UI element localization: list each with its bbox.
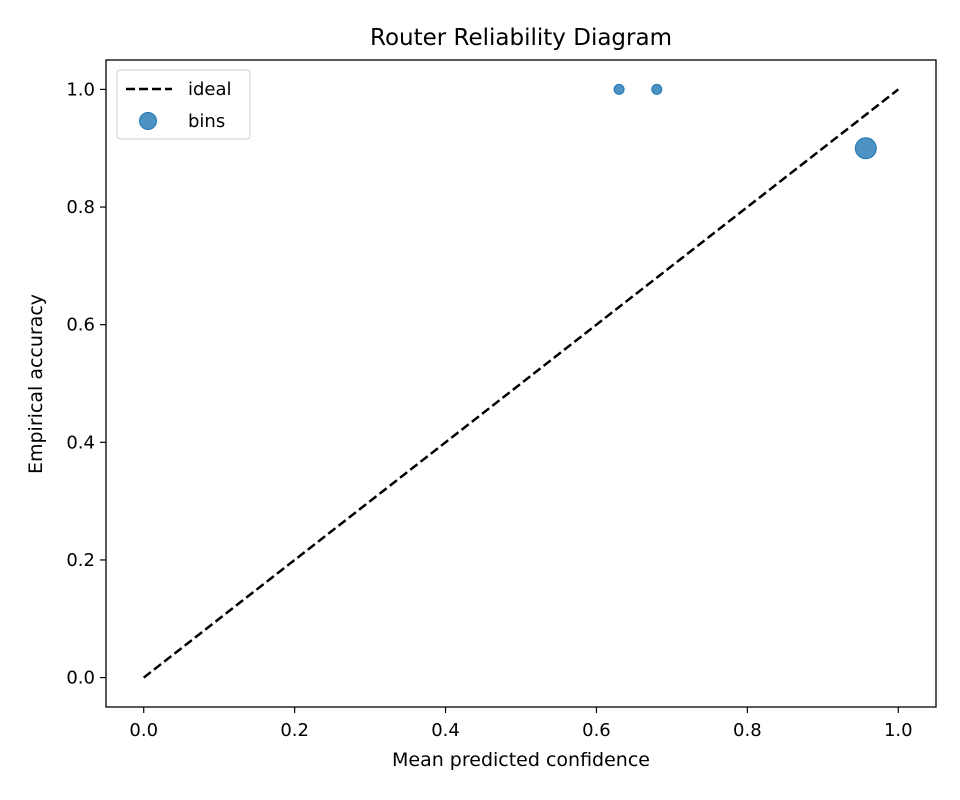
y-tick-label: 0.8	[66, 197, 95, 218]
y-axis-ticks: 0.0 0.2 0.4 0.6 0.8 1.0	[66, 79, 106, 689]
bin-point	[854, 137, 877, 160]
x-tick-label: 0.8	[733, 720, 762, 741]
y-tick-label: 0.0	[66, 668, 95, 689]
y-tick-label: 0.4	[66, 432, 95, 453]
plot-area-frame	[105, 59, 937, 708]
x-tick-label: 0.4	[431, 720, 460, 741]
chart-title: Router Reliability Diagram	[370, 25, 672, 51]
x-tick-label: 0.0	[129, 720, 158, 741]
x-axis-label: Mean predicted confidence	[392, 749, 650, 771]
x-tick-label: 1.0	[884, 720, 913, 741]
y-tick-label: 0.2	[66, 550, 95, 571]
legend-bins-swatch	[139, 112, 157, 130]
bin-point	[613, 83, 625, 95]
x-tick-label: 0.6	[582, 720, 611, 741]
legend-ideal-label: ideal	[188, 79, 232, 100]
ideal-line	[142, 88, 900, 679]
bin-point	[651, 83, 663, 95]
x-axis-ticks: 0.0 0.2 0.4 0.6 0.8 1.0	[129, 707, 913, 741]
series-layer	[142, 83, 900, 679]
legend: ideal bins	[116, 69, 251, 140]
x-tick-label: 0.2	[280, 720, 309, 741]
y-tick-label: 0.6	[66, 315, 95, 336]
y-axis-label: Empirical accuracy	[25, 294, 47, 474]
y-tick-label: 1.0	[66, 79, 95, 100]
legend-bins-label: bins	[188, 111, 225, 132]
